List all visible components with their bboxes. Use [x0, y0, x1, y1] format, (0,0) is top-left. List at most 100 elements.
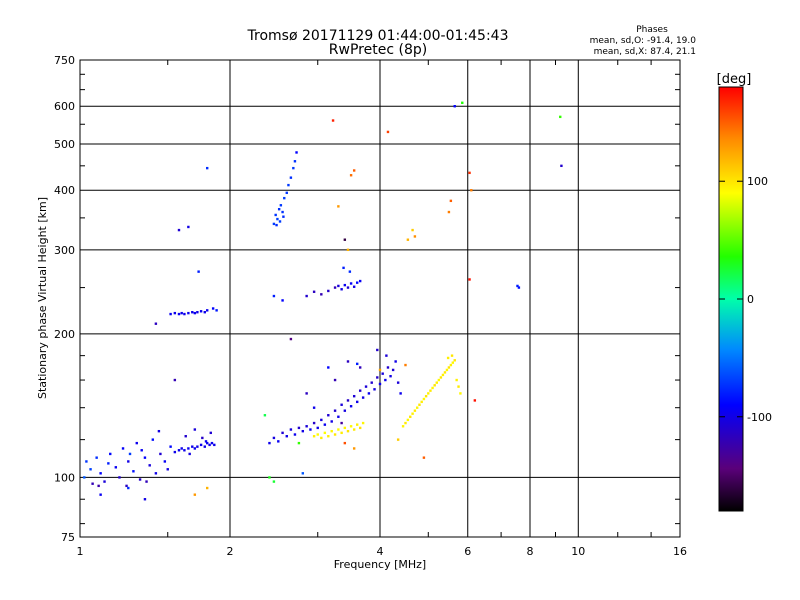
data-point — [309, 428, 312, 431]
data-point — [320, 436, 323, 440]
data-point — [355, 362, 359, 366]
data-point — [396, 438, 400, 441]
data-point — [159, 452, 162, 456]
data-point — [301, 472, 305, 475]
data-point — [355, 400, 359, 404]
data-point — [109, 452, 112, 456]
y-tick-label: 600 — [54, 100, 75, 113]
x-tick-label: 2 — [227, 545, 234, 558]
data-point — [333, 433, 337, 436]
data-point — [191, 445, 194, 448]
data-point — [281, 299, 284, 302]
data-point — [459, 392, 462, 395]
data-point — [183, 449, 186, 452]
data-point — [447, 366, 451, 369]
data-point — [446, 356, 450, 360]
data-point — [330, 429, 333, 433]
data-point — [138, 478, 142, 481]
data-point — [358, 426, 362, 430]
data-point — [445, 368, 449, 372]
data-point — [394, 360, 397, 363]
data-point — [151, 438, 155, 441]
data-point — [188, 452, 191, 456]
data-point — [213, 443, 216, 447]
data-point — [293, 160, 297, 163]
data-point — [283, 196, 286, 200]
data-point — [348, 270, 352, 273]
data-point — [327, 414, 330, 417]
data-point — [411, 412, 414, 415]
data-point — [320, 293, 323, 296]
data-point — [418, 403, 421, 406]
data-point — [364, 385, 368, 388]
data-point — [420, 400, 423, 404]
stats-line-x: mean, sd,X: 87.4, 21.1 — [594, 47, 696, 57]
data-point — [343, 426, 347, 430]
data-point — [173, 450, 177, 454]
data-point — [143, 498, 147, 501]
data-points — [83, 101, 563, 501]
data-point — [297, 426, 301, 430]
data-point — [349, 174, 353, 177]
data-point — [187, 225, 190, 229]
data-point — [312, 421, 316, 425]
data-point — [320, 418, 323, 422]
data-point — [205, 441, 209, 445]
data-point — [453, 105, 456, 108]
data-point — [470, 189, 473, 192]
data-point — [169, 312, 172, 316]
grid-lines — [80, 60, 680, 537]
data-point — [312, 435, 316, 438]
data-point — [406, 238, 410, 241]
data-point — [373, 388, 376, 391]
data-point — [333, 409, 337, 412]
data-point — [289, 428, 293, 431]
data-point — [177, 449, 181, 452]
data-point — [127, 460, 130, 463]
data-point — [343, 409, 347, 412]
data-point — [196, 310, 199, 314]
data-point — [560, 164, 563, 168]
data-point — [118, 476, 121, 479]
x-tick-label: 1 — [77, 545, 84, 558]
data-point — [196, 445, 199, 448]
data-point — [127, 486, 130, 490]
data-point — [411, 228, 414, 232]
data-point — [316, 426, 319, 430]
x-tick-label: 16 — [673, 545, 687, 558]
data-point — [343, 441, 347, 445]
data-point — [278, 220, 282, 223]
data-point — [208, 443, 211, 447]
data-point — [295, 151, 298, 154]
data-point — [180, 311, 183, 315]
colorbar-tick-label: 0 — [747, 293, 754, 306]
data-point — [169, 445, 172, 448]
y-tick-label: 400 — [54, 184, 75, 197]
data-point — [128, 452, 132, 456]
data-point — [327, 366, 330, 369]
data-point — [346, 429, 350, 433]
data-point — [301, 429, 305, 433]
data-point — [346, 399, 350, 402]
data-point — [204, 440, 208, 443]
data-point — [114, 466, 118, 469]
data-point — [148, 464, 151, 467]
data-point — [358, 279, 362, 283]
stats-line-o: mean, sd,O: -91.4, 19.0 — [590, 36, 697, 46]
stats-heading: Phases — [636, 25, 668, 35]
data-point — [473, 399, 477, 402]
data-point — [361, 396, 365, 399]
data-point — [396, 381, 400, 384]
data-point — [201, 436, 204, 440]
data-point — [429, 389, 432, 392]
data-point — [323, 431, 327, 435]
y-tick-label: 75 — [61, 531, 75, 544]
y-axis-label: Stationary phase Virtual Height [km] — [36, 197, 49, 399]
data-point — [449, 199, 453, 203]
data-point — [342, 266, 345, 270]
data-point — [391, 368, 395, 372]
data-point — [285, 435, 288, 438]
data-point — [282, 215, 285, 218]
data-point — [316, 433, 319, 436]
data-point — [435, 381, 438, 384]
